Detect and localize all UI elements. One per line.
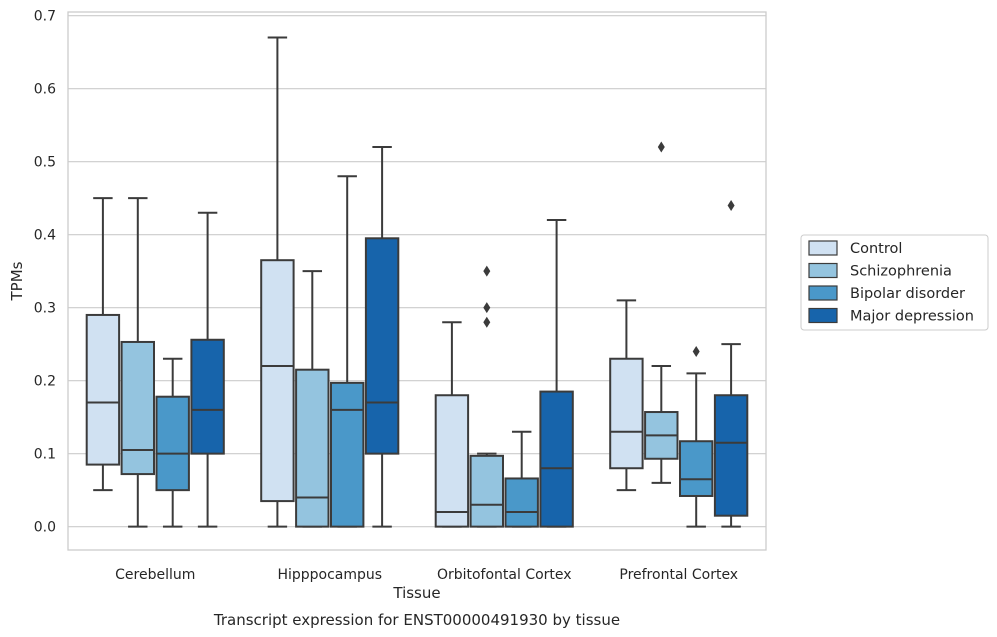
box-plot <box>85 197 121 492</box>
x-axis-label: Tissue <box>392 584 440 602</box>
box-plot <box>155 357 190 528</box>
x-tick-label: Cerebellum <box>115 567 195 583</box>
y-tick-label: 0.1 <box>34 447 56 463</box>
legend-swatch <box>808 240 838 256</box>
x-tick-labels: Cerebellum Hipppocampus Orbitofontal Corte… <box>115 567 738 583</box>
x-tick-label: Hipppocampus <box>277 567 382 583</box>
box-plot <box>260 36 295 528</box>
box-plot <box>609 299 644 492</box>
box-iqr <box>120 340 155 476</box>
legend-entry: Major depression <box>850 309 974 325</box>
legend-swatch <box>808 307 838 324</box>
x-tick-label: Orbitofontal Cortex <box>437 567 572 583</box>
y-tick-label: 0.0 <box>34 520 56 536</box>
outlier-point <box>657 141 665 153</box>
box-plot <box>679 345 714 528</box>
box-plot <box>713 199 749 528</box>
outlier-point <box>483 302 491 314</box>
box-iqr <box>469 454 505 528</box>
x-tick-label: Prefrontal Cortex <box>619 567 738 583</box>
box-iqr <box>434 394 470 528</box>
box-iqr <box>539 390 574 528</box>
box-plot <box>469 265 505 528</box>
box-iqr <box>85 313 121 466</box>
legend-frame <box>800 234 989 331</box>
box-plot <box>434 321 470 528</box>
box-plot <box>504 430 539 528</box>
box-plot <box>295 270 330 528</box>
box-plot <box>120 197 155 528</box>
legend: Control Schizophrenia Bipolar disorder Majo… <box>800 234 989 331</box>
outlier-point <box>483 316 491 328</box>
box-iqr <box>155 395 190 492</box>
outlier-point <box>727 199 735 211</box>
box-iqr <box>713 394 749 517</box>
box-plot <box>330 175 365 528</box>
box-plot <box>644 141 679 484</box>
y-tick-label: 0.7 <box>34 9 56 25</box>
y-tick-labels: 0.0 0.1 0.2 0.3 0.4 0.5 0.6 0.7 <box>34 9 56 536</box>
y-axis-label: TPMs <box>8 261 26 301</box>
y-tick-label: 0.5 <box>34 155 56 171</box>
outlier-point <box>692 345 700 357</box>
legend-swatch <box>808 285 838 301</box>
box-iqr <box>295 368 330 528</box>
box-iqr <box>260 259 295 503</box>
box-plot <box>364 146 400 528</box>
legend-entry: Schizophrenia <box>850 264 952 280</box>
box-iqr <box>679 440 714 497</box>
y-tick-label: 0.4 <box>34 228 56 244</box>
legend-entry: Bipolar disorder <box>850 286 965 302</box>
y-tick-label: 0.2 <box>34 374 56 390</box>
box-iqr <box>330 381 365 528</box>
chart-caption: Transcript expression for ENST0000049193… <box>213 611 620 629</box>
legend-entry: Control <box>850 241 902 257</box>
box-plot <box>539 219 574 528</box>
box-iqr <box>190 338 225 455</box>
outlier-point <box>483 265 491 277</box>
box-iqr <box>504 477 539 528</box>
legend-swatch <box>808 262 838 279</box>
y-tick-label: 0.3 <box>34 301 56 317</box>
box-iqr <box>364 237 400 455</box>
box-series <box>85 36 749 528</box>
y-tick-label: 0.6 <box>34 82 56 98</box>
box-plot <box>190 211 225 528</box>
box-iqr <box>609 357 644 470</box>
